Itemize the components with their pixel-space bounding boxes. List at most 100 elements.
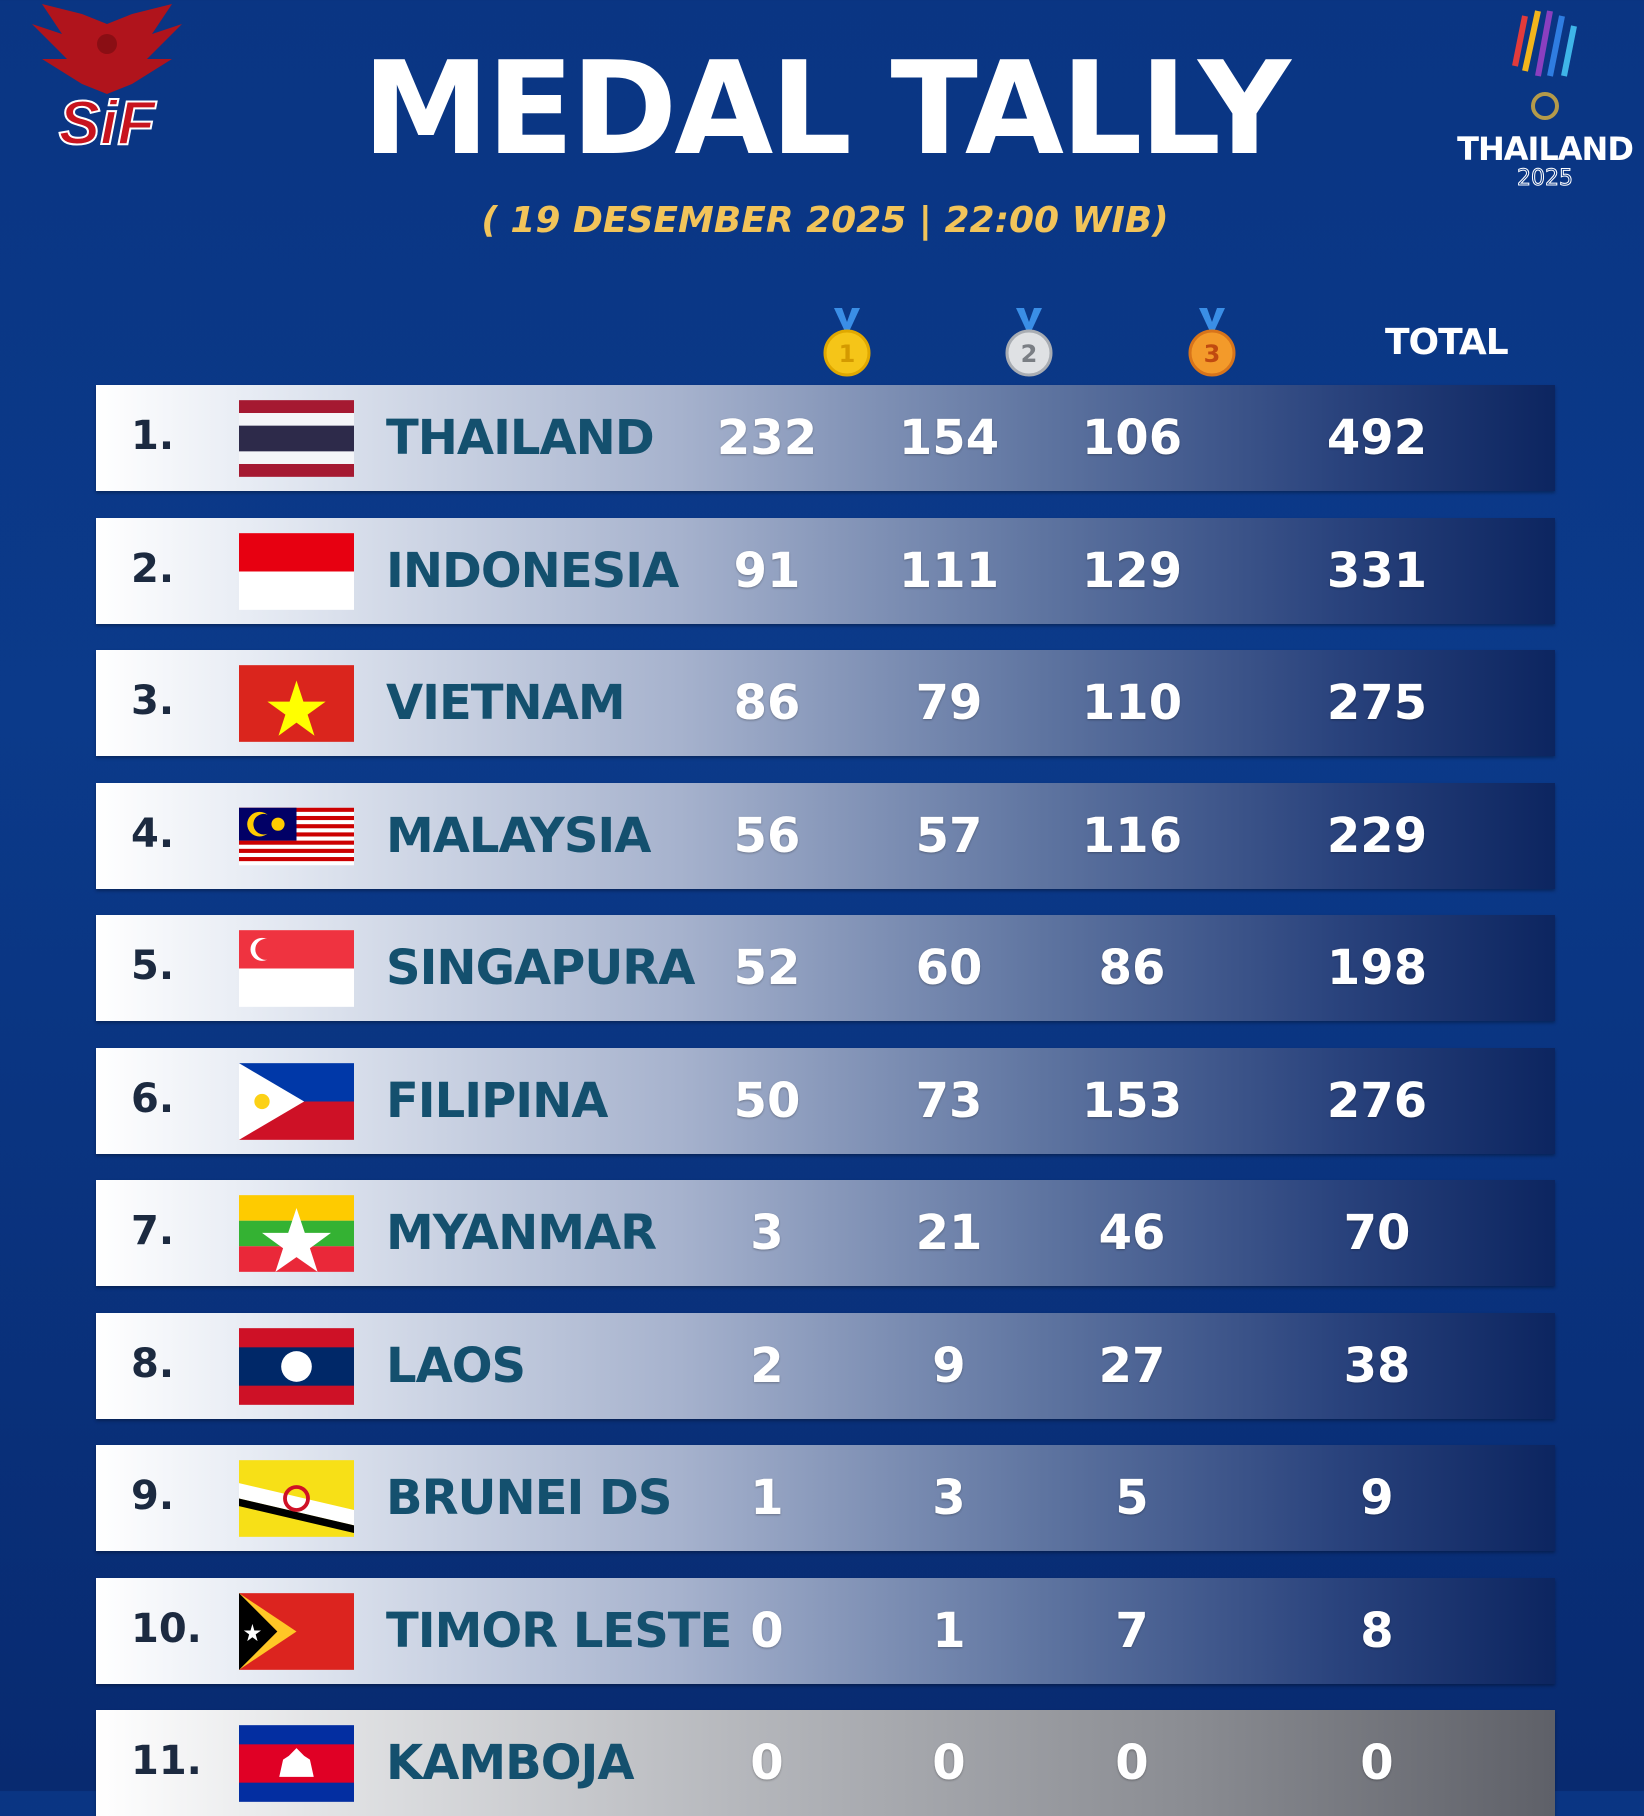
total-count: 0 — [1360, 1735, 1394, 1791]
table-row: 9. BRUNEI DS 1 3 5 9 — [96, 1445, 1555, 1551]
total-count: 8 — [1360, 1602, 1394, 1659]
gold-count: 56 — [733, 807, 801, 864]
total-count: 275 — [1326, 675, 1428, 731]
rank: 2. — [131, 545, 175, 592]
gold-count: 91 — [733, 542, 801, 599]
table-row: 3. VIETNAM 86 79 110 275 — [96, 650, 1555, 756]
rank: 4. — [131, 810, 175, 857]
silver-count: 154 — [898, 410, 1000, 466]
country-name: MALAYSIA — [386, 807, 651, 864]
flag-vietnam-icon — [239, 665, 354, 742]
country-name: KAMBOJA — [386, 1735, 635, 1791]
gold-count: 1 — [750, 1470, 784, 1526]
country-name: THAILAND — [386, 410, 655, 466]
flag-thailand-icon — [239, 400, 354, 477]
total-count: 229 — [1326, 807, 1428, 864]
flag-indonesia-icon — [239, 532, 354, 610]
rank: 11. — [131, 1738, 202, 1784]
rank: 5. — [131, 943, 175, 989]
gold-count: 0 — [750, 1735, 784, 1791]
total-count: 198 — [1326, 940, 1428, 996]
table-row: 6. FILIPINA 50 73 153 276 — [96, 1047, 1555, 1154]
total-count: 492 — [1326, 410, 1428, 466]
bronze-count: 46 — [1098, 1205, 1166, 1261]
country-name: MYANMAR — [386, 1205, 657, 1261]
rank: 9. — [131, 1473, 175, 1519]
silver-count: 21 — [915, 1205, 983, 1261]
silver-count: 9 — [932, 1337, 966, 1394]
sea-games-thailand-2025-logo: THAILAND 2025 — [1450, 6, 1640, 196]
bronze-count: 129 — [1081, 542, 1183, 599]
rank: 10. — [131, 1605, 202, 1652]
flag-laos-icon — [239, 1327, 354, 1405]
table-row: 7. MYANMAR 3 21 46 70 — [96, 1180, 1555, 1286]
country-name: SINGAPURA — [386, 940, 695, 996]
gold-count: 50 — [733, 1072, 801, 1129]
country-name: FILIPINA — [386, 1072, 608, 1129]
silver-count: 79 — [915, 675, 983, 731]
bronze-count: 106 — [1081, 410, 1183, 466]
bronze-count: 116 — [1081, 807, 1183, 864]
bronze-count: 110 — [1081, 675, 1183, 731]
logo-thailand-text: THAILAND — [1457, 130, 1634, 168]
flag-singapore-icon — [239, 930, 354, 1007]
flag-timor-leste-icon — [239, 1592, 354, 1670]
total-count: 276 — [1326, 1072, 1428, 1129]
gold-count: 2 — [750, 1337, 784, 1394]
country-name: LAOS — [386, 1337, 526, 1394]
total-count: 9 — [1360, 1470, 1394, 1526]
gold-count: 86 — [733, 675, 801, 731]
logo-year-text: 2025 — [1517, 166, 1574, 192]
gold-medal-icon: 1 — [822, 308, 872, 378]
rank: 3. — [131, 678, 175, 724]
country-name: INDONESIA — [386, 542, 679, 599]
table-row: 8. LAOS 2 9 27 38 — [96, 1312, 1555, 1419]
flag-cambodia-icon — [239, 1725, 354, 1802]
silver-count: 1 — [932, 1602, 966, 1659]
bronze-count: 27 — [1098, 1337, 1166, 1394]
rank: 7. — [131, 1208, 175, 1254]
silver-count: 73 — [915, 1072, 983, 1129]
table-row: 11. KAMBOJA 0 0 0 0 — [96, 1710, 1555, 1816]
silver-count: 0 — [932, 1735, 966, 1791]
bronze-count: 153 — [1081, 1072, 1183, 1129]
page-title: MEDAL TALLY — [362, 35, 1291, 184]
total-count: 70 — [1343, 1205, 1411, 1261]
table-row: 5. SINGAPURA 52 60 86 198 — [96, 915, 1555, 1021]
silver-count: 60 — [915, 940, 983, 996]
gold-count: 0 — [750, 1602, 784, 1659]
bronze-count: 86 — [1098, 940, 1166, 996]
svg-text:2: 2 — [1021, 340, 1038, 368]
bronze-count: 0 — [1115, 1735, 1149, 1791]
flag-myanmar-icon — [239, 1195, 354, 1272]
silver-count: 3 — [932, 1470, 966, 1526]
total-column-header: TOTAL — [1385, 322, 1509, 363]
table-row: 4. MALAYSIA 56 57 116 229 — [96, 782, 1555, 889]
silver-count: 57 — [915, 807, 983, 864]
silver-count: 111 — [898, 542, 1000, 599]
sif-logo: SiF — [22, 4, 192, 159]
silver-medal-icon: 2 — [1004, 308, 1054, 378]
bronze-medal-icon: 3 — [1187, 308, 1237, 378]
gold-count: 52 — [733, 940, 801, 996]
rank: 6. — [131, 1075, 175, 1122]
total-count: 38 — [1343, 1337, 1411, 1394]
svg-text:SiF: SiF — [59, 89, 158, 154]
flag-philippines-icon — [239, 1062, 354, 1140]
flag-malaysia-icon — [239, 798, 354, 875]
svg-text:1: 1 — [839, 340, 856, 368]
flag-brunei-icon — [239, 1460, 354, 1537]
rank: 1. — [131, 413, 175, 459]
bronze-count: 5 — [1115, 1470, 1149, 1526]
table-row: 10. TIMOR LESTE 0 1 7 8 — [96, 1577, 1555, 1684]
gold-count: 3 — [750, 1205, 784, 1261]
svg-text:3: 3 — [1204, 340, 1221, 368]
bronze-count: 7 — [1115, 1602, 1149, 1659]
gold-count: 232 — [716, 410, 818, 466]
country-name: BRUNEI DS — [386, 1470, 672, 1526]
date-subtitle: ( 19 DESEMBER 2025 | 22:00 WIB) — [481, 200, 1169, 241]
table-row: 1. THAILAND 232 154 106 492 — [96, 385, 1555, 491]
total-count: 331 — [1326, 542, 1428, 599]
country-name: VIETNAM — [386, 675, 626, 731]
table-row: 2. INDONESIA 91 111 129 331 — [96, 517, 1555, 624]
